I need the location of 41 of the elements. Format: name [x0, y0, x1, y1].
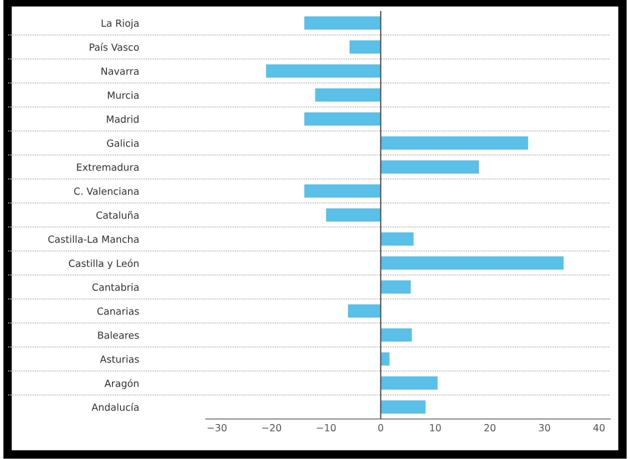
- bar: [266, 64, 381, 78]
- bar: [304, 184, 381, 198]
- bar: [315, 88, 381, 102]
- y-tick-label: Navarra: [102, 68, 138, 75]
- y-tick-label: Cataluña: [96, 211, 138, 219]
- bar: [326, 208, 381, 222]
- x-tick-label: 0: [378, 424, 384, 432]
- bar: [304, 16, 381, 30]
- bar: [350, 40, 381, 54]
- y-tick-label: Baleares: [98, 331, 139, 339]
- y-tick-label: Castilla y León: [68, 259, 139, 269]
- x-tick-label: 10: [430, 424, 441, 432]
- bar: [304, 112, 381, 126]
- bar: [348, 304, 381, 318]
- y-tick-label: Canarias: [97, 307, 139, 315]
- y-tick-label: Cantabria: [92, 283, 138, 291]
- bar: [380, 232, 414, 246]
- x-tick-label: 40: [593, 424, 605, 432]
- x-tick-label: −20: [262, 424, 282, 432]
- y-tick-label: Andalucía: [92, 402, 138, 411]
- y-tick-label: C. Valenciana: [74, 187, 138, 195]
- y-tick-label: Extremadura: [77, 163, 138, 171]
- x-tick-label: −10: [316, 424, 336, 432]
- y-tick-label: Murcia: [108, 91, 138, 99]
- y-tick-label: Asturias: [100, 355, 139, 363]
- y-tick-label: Madrid: [106, 115, 138, 123]
- bar: [380, 256, 564, 270]
- bar: [380, 376, 438, 390]
- y-tick-label: País Vasco: [90, 42, 139, 51]
- y-tick-label: Galicia: [106, 139, 138, 147]
- bar: [380, 400, 426, 414]
- bar: [380, 328, 412, 342]
- x-tick-label: 30: [539, 424, 550, 432]
- x-tick-label: −30: [208, 424, 227, 432]
- bar: [380, 136, 528, 150]
- y-tick-label: Castilla-La Mancha: [48, 235, 138, 243]
- x-tick-label: 20: [484, 424, 496, 432]
- y-tick-label: La Rioja: [102, 19, 138, 29]
- y-tick-label: Aragón: [104, 379, 139, 389]
- bar: [380, 280, 411, 294]
- bar: [380, 160, 479, 174]
